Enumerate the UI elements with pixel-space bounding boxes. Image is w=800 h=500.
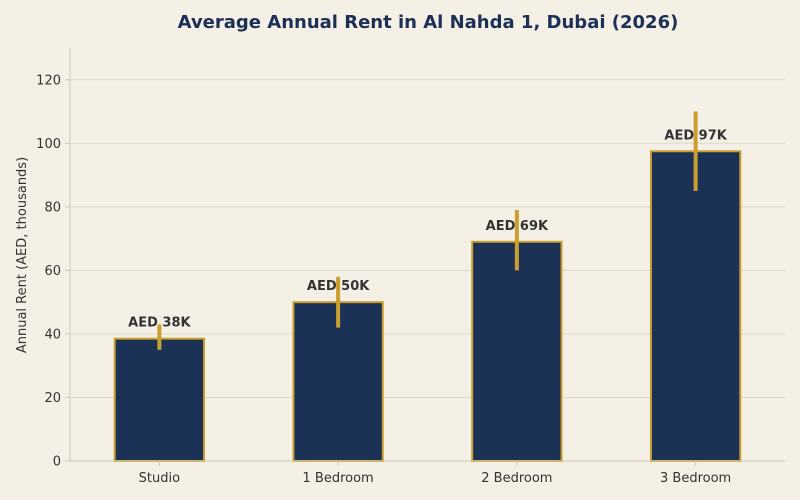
y-tick-label: 100 (36, 137, 61, 152)
x-tick-label: 1 Bedroom (303, 471, 374, 486)
bar (649, 150, 742, 462)
x-tick-label: 3 Bedroom (660, 471, 731, 486)
y-tick-label: 60 (44, 264, 61, 279)
x-tick-label: Studio (139, 471, 180, 486)
bar (113, 337, 206, 463)
y-tick-label: 20 (44, 391, 61, 406)
x-tick-label: 2 Bedroom (481, 471, 552, 486)
y-axis-label: Annual Rent (AED, thousands) (15, 157, 30, 353)
bar (471, 240, 563, 462)
chart-title: Average Annual Rent in Al Nahda 1, Dubai… (178, 12, 679, 33)
y-tick-label: 40 (44, 327, 61, 342)
axis-layer: 0 20 40 60 80 100 120 Studio 1 Bedroom 2 Bedroom 3… (36, 48, 785, 486)
bars-layer (113, 150, 742, 463)
y-tick-label: 120 (36, 73, 61, 88)
y-tick-label: 80 (44, 200, 61, 215)
y-tick-label: 0 (53, 455, 61, 470)
bar-data-label: AED 38K (128, 316, 191, 331)
